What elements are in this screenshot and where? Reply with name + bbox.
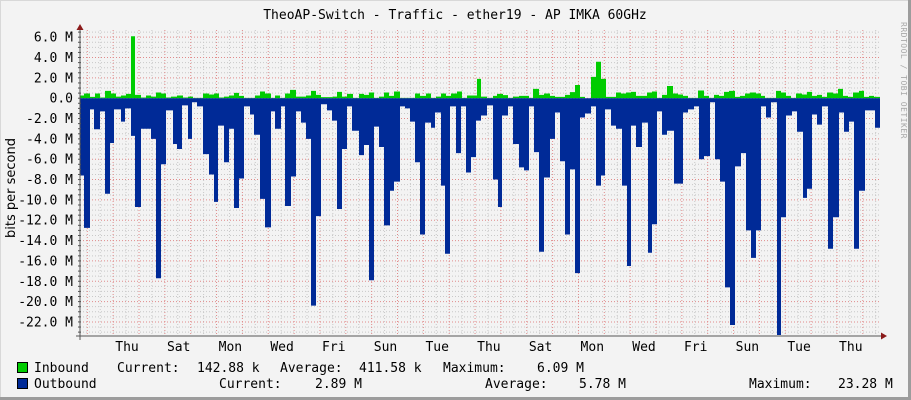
graph-title: TheoAP-Switch - Traffic - ether19 - AP I… [263, 8, 647, 23]
x-tick-label: Sat [167, 340, 190, 355]
outbound-swatch [17, 378, 28, 389]
outbound-average-label: Average: [485, 377, 548, 392]
x-tick-label: Thu [115, 340, 138, 355]
x-tick-label: Mon [581, 340, 604, 355]
rrdtool-watermark: RRDTOOL / TOBI OETIKER [899, 22, 908, 139]
legend: Inbound Current: 142.88 k Average: 411.5… [17, 361, 893, 392]
inbound-label: Inbound [34, 361, 89, 376]
y-axis-arrow-icon [76, 24, 84, 30]
y-tick-label: 4.0 M [34, 51, 73, 66]
inbound-current-value: 142.88 k [197, 361, 260, 376]
y-tick-label: -18.0 M [18, 275, 73, 290]
x-tick-label: Thu [839, 340, 862, 355]
plot-series [80, 36, 880, 335]
frame-right [908, 0, 911, 400]
inbound-maximum-label: Maximum: [443, 361, 506, 376]
frame-left [0, 0, 1, 400]
legend-row-outbound: Outbound Current: 2.89 M Average: 5.78 M… [17, 377, 893, 392]
plot-axes [76, 24, 887, 340]
x-tick-label: Fri [684, 340, 707, 355]
y-tick-label: -22.0 M [18, 315, 73, 330]
y-tick-label: -20.0 M [18, 295, 73, 310]
x-tick-label: Fri [322, 340, 345, 355]
inbound-area [80, 36, 880, 99]
inbound-average-label: Average: [280, 361, 343, 376]
inbound-current-label: Current: [117, 361, 180, 376]
y-tick-label: -12.0 M [18, 214, 73, 229]
frame-bottom [0, 397, 911, 400]
x-tick-label: Sun [374, 340, 397, 355]
x-tick-label: Wed [270, 340, 293, 355]
x-tick-label: Mon [219, 340, 242, 355]
y-tick-label: -2.0 M [26, 112, 73, 127]
x-tick-label: Sun [736, 340, 759, 355]
y-tick-label: -4.0 M [26, 132, 73, 147]
y-tick-label: -16.0 M [18, 254, 73, 269]
x-tick-label: Thu [477, 340, 500, 355]
outbound-area [80, 98, 880, 335]
x-tick-labels: Thu Sat Mon Wed Fri Sun Tue Thu Sat Mon Wed Fri Sun T… [115, 340, 862, 355]
y-tick-label: -14.0 M [18, 234, 73, 249]
y-axis-label: bits per second [4, 138, 19, 238]
y-tick-label: 2.0 M [34, 71, 73, 86]
x-axis-arrow-icon [881, 332, 887, 340]
x-tick-label: Tue [787, 340, 811, 355]
y-tick-label: -8.0 M [26, 173, 73, 188]
inbound-maximum-value: 6.09 M [537, 361, 584, 376]
outbound-current-label: Current: [219, 377, 282, 392]
y-tick-labels: 6.0 M 4.0 M 2.0 M 0.0 -2.0 M -4.0 M -6.0 M -8.0… [18, 31, 73, 331]
frame-top [0, 0, 911, 1]
x-tick-label: Tue [425, 340, 449, 355]
outbound-average-value: 5.78 M [579, 377, 626, 392]
legend-row-inbound: Inbound Current: 142.88 k Average: 411.5… [17, 361, 584, 376]
outbound-label: Outbound [34, 377, 97, 392]
inbound-swatch [17, 362, 28, 373]
outbound-current-value: 2.89 M [315, 377, 362, 392]
x-tick-label: Wed [632, 340, 655, 355]
y-tick-label: 6.0 M [34, 31, 73, 46]
outbound-maximum-value: 23.28 M [838, 377, 893, 392]
outbound-maximum-label: Maximum: [749, 377, 812, 392]
y-tick-label: -10.0 M [18, 193, 73, 208]
inbound-average-value: 411.58 k [359, 361, 422, 376]
y-tick-label: 0.0 [50, 92, 73, 107]
x-tick-label: Sat [529, 340, 552, 355]
y-tick-label: -6.0 M [26, 153, 73, 168]
